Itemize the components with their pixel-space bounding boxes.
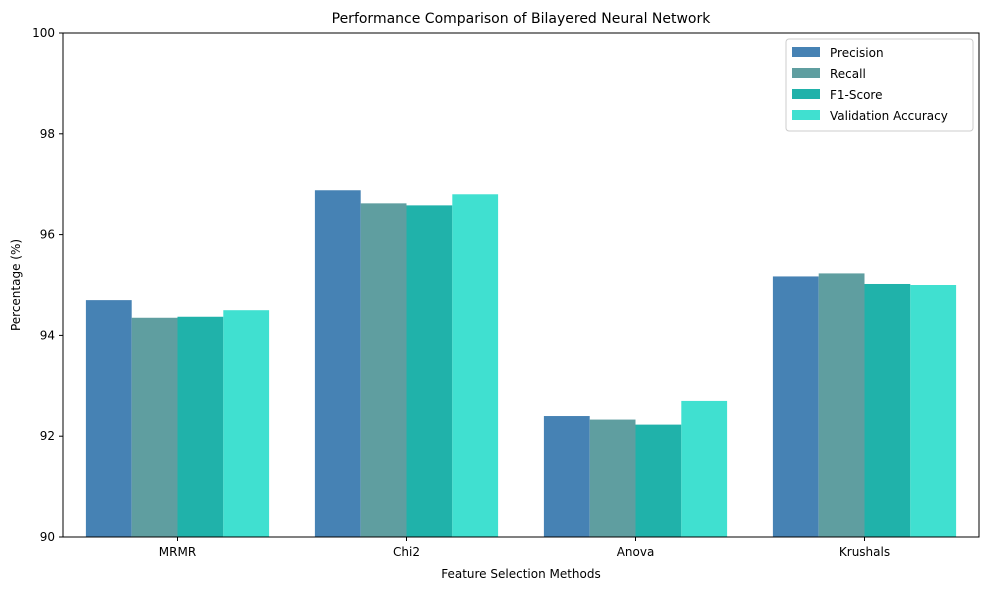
- x-axis-label: Feature Selection Methods: [441, 567, 601, 581]
- bar-validation-accuracy-mrmr: [223, 310, 270, 537]
- legend-frame: [785, 38, 974, 132]
- legend-label-precision: Precision: [830, 46, 884, 60]
- bar-f1-score-mrmr: [177, 316, 224, 537]
- chart-title: Performance Comparison of Bilayered Neur…: [332, 11, 712, 27]
- bar-validation-accuracy-anova: [681, 400, 728, 537]
- bar-f1-score-krushals: [864, 283, 911, 537]
- bar-recall-chi2: [360, 203, 407, 537]
- legend-swatch-f1-score: [792, 89, 820, 99]
- plot-area: [62, 32, 980, 538]
- bar-precision-krushals: [772, 276, 819, 537]
- bar-recall-krushals: [818, 273, 865, 537]
- bar-validation-accuracy-krushals: [910, 285, 957, 537]
- legend-label-validation-accuracy: Validation Accuracy: [830, 109, 948, 123]
- x-tick-label-chi2: Chi2: [393, 545, 420, 559]
- y-tick-label: 100: [32, 26, 55, 40]
- legend-swatch-validation-accuracy: [792, 110, 820, 120]
- legend: Precision Recall F1-Score Validation Accura…: [785, 38, 974, 132]
- y-tick-label: 90: [40, 530, 55, 544]
- bar-precision-mrmr: [85, 300, 132, 537]
- y-tick-label: 96: [40, 228, 55, 242]
- bar-f1-score-chi2: [406, 205, 453, 537]
- bars-group: [85, 190, 957, 537]
- y-tick-label: 98: [40, 127, 55, 141]
- y-axis-label: Percentage (%): [9, 239, 23, 331]
- x-axis: MRMR Chi2 Anova Krushals: [159, 537, 890, 559]
- legend-swatch-recall: [792, 68, 820, 78]
- legend-label-recall: Recall: [830, 67, 866, 81]
- y-tick-label: 92: [40, 429, 55, 443]
- y-tick-label: 94: [40, 328, 55, 342]
- y-axis: 90 92 94 96 98 100: [32, 26, 63, 544]
- bar-f1-score-anova: [635, 424, 682, 537]
- bar-recall-anova: [589, 419, 636, 537]
- x-tick-label-mrmr: MRMR: [159, 545, 196, 559]
- bar-precision-anova: [543, 416, 590, 537]
- legend-label-f1-score: F1-Score: [830, 88, 882, 102]
- bar-validation-accuracy-chi2: [452, 194, 499, 537]
- x-tick-label-anova: Anova: [617, 545, 655, 559]
- bar-precision-chi2: [314, 190, 361, 537]
- x-tick-label-krushals: Krushals: [839, 545, 890, 559]
- bar-recall-mrmr: [131, 317, 178, 537]
- plot-frame: [62, 32, 980, 538]
- legend-swatch-precision: [792, 47, 820, 57]
